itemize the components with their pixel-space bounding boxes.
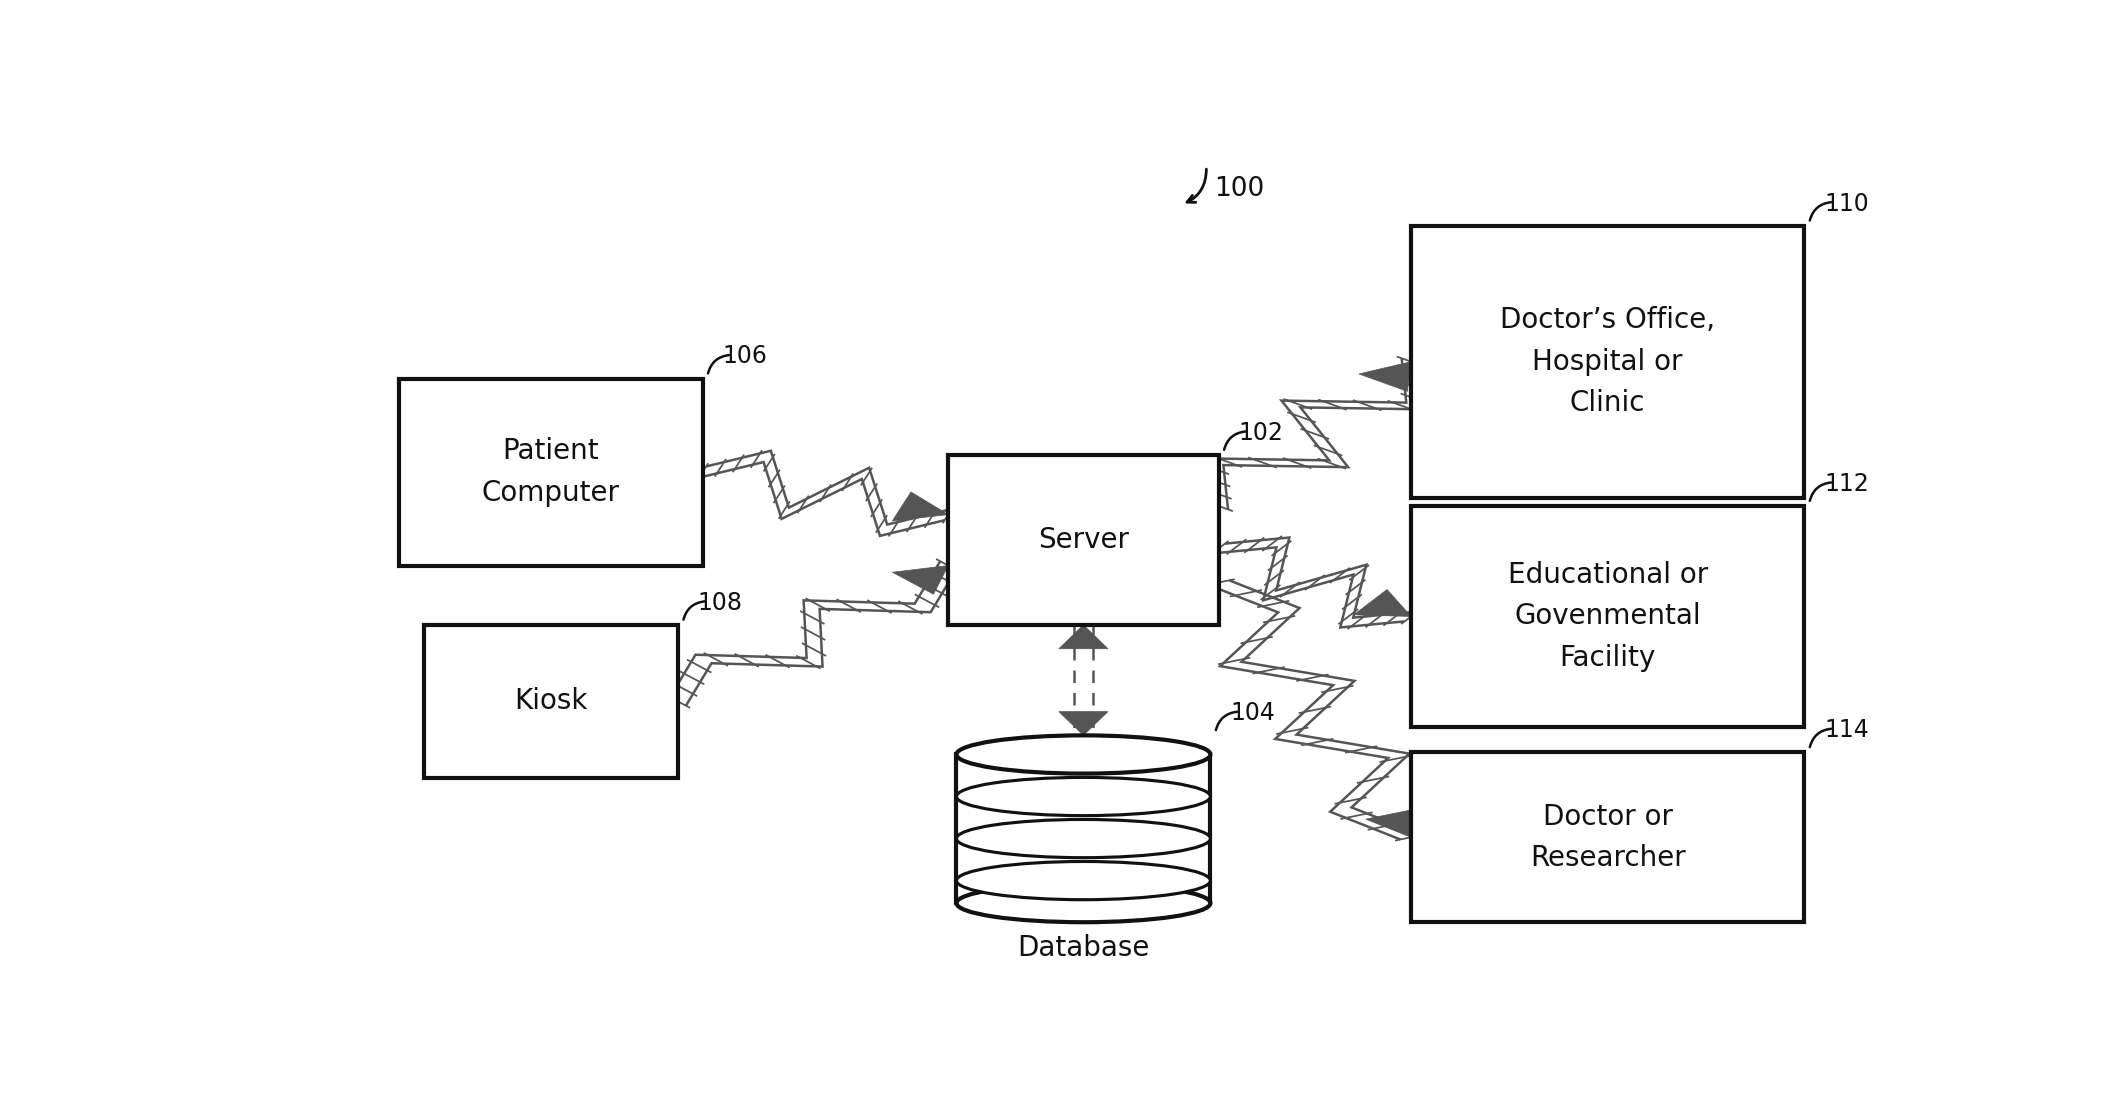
Text: Kiosk: Kiosk xyxy=(514,687,588,716)
Text: 108: 108 xyxy=(698,591,742,614)
Text: Doctor’s Office,
Hospital or
Clinic: Doctor’s Office, Hospital or Clinic xyxy=(1501,307,1714,417)
Ellipse shape xyxy=(956,884,1211,922)
Ellipse shape xyxy=(956,861,1211,900)
Text: Database: Database xyxy=(1017,933,1150,962)
Text: 100: 100 xyxy=(1213,176,1264,202)
Polygon shape xyxy=(1059,625,1108,649)
Polygon shape xyxy=(892,566,949,595)
Text: 110: 110 xyxy=(1824,192,1869,215)
Text: 106: 106 xyxy=(723,344,767,368)
Polygon shape xyxy=(1359,362,1412,392)
Ellipse shape xyxy=(956,778,1211,815)
Text: Doctor or
Researcher: Doctor or Researcher xyxy=(1531,803,1685,871)
Polygon shape xyxy=(1059,711,1108,736)
Text: Server: Server xyxy=(1038,526,1129,554)
Text: 102: 102 xyxy=(1239,421,1283,445)
Bar xyxy=(956,754,1211,903)
Bar xyxy=(1412,506,1805,727)
Ellipse shape xyxy=(956,736,1211,773)
Text: Patient
Computer: Patient Computer xyxy=(482,438,619,506)
Bar xyxy=(1412,752,1805,922)
Text: 114: 114 xyxy=(1824,718,1869,742)
Bar xyxy=(1412,226,1805,497)
Bar xyxy=(949,456,1218,625)
Text: 104: 104 xyxy=(1230,702,1275,725)
Bar xyxy=(400,378,702,566)
Polygon shape xyxy=(892,492,949,521)
Ellipse shape xyxy=(956,820,1211,858)
Text: Educational or
Govenmental
Facility: Educational or Govenmental Facility xyxy=(1507,561,1708,672)
Polygon shape xyxy=(1353,589,1412,617)
Text: 112: 112 xyxy=(1824,472,1869,496)
Bar xyxy=(425,625,679,778)
Polygon shape xyxy=(1366,808,1421,837)
